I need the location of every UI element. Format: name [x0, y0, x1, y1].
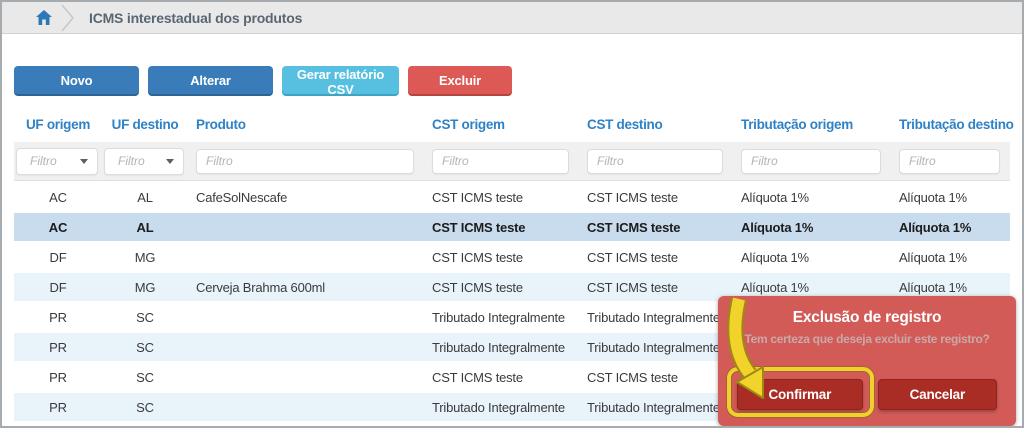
filter-input-2[interactable] — [196, 148, 414, 174]
page-title: ICMS interestadual dos produtos — [89, 9, 303, 26]
table-cell: SC — [136, 399, 154, 415]
table-cell: Tributado Integralmente — [432, 399, 565, 415]
delete-confirmation-dialog: Exclusão de registro Tem certeza que des… — [718, 296, 1016, 426]
dialog-buttons: Confirmar Cancelar — [737, 379, 997, 410]
table-cell: AC — [48, 219, 68, 235]
table-cell: CST ICMS teste — [432, 279, 523, 295]
table-cell: PR — [49, 399, 67, 415]
table-cell: CST ICMS teste — [432, 249, 523, 265]
table-cell: Alíquota 1% — [741, 279, 809, 295]
table-cell: CST ICMS teste — [587, 249, 678, 265]
table-cell: CafeSolNescafe — [196, 189, 288, 205]
caret-down-icon — [166, 158, 174, 164]
table-cell: PR — [49, 309, 67, 325]
filter-input-3[interactable] — [432, 148, 569, 174]
table-cell: SC — [136, 309, 154, 325]
table-cell: CST ICMS teste — [587, 369, 678, 385]
filter-cell: Filtro — [14, 147, 102, 175]
table-cell: Alíquota 1% — [899, 189, 967, 205]
column-header-5[interactable]: Tributação origem — [741, 116, 853, 132]
table-cell: SC — [136, 339, 154, 355]
dialog-title: Exclusão de registro — [792, 309, 942, 326]
filter-cell — [579, 148, 733, 174]
toolbar: Novo Alterar Gerar relatório CSV Excluir — [14, 66, 1022, 97]
gerar-relatorio-csv-button[interactable]: Gerar relatório CSV — [282, 66, 399, 97]
filter-cell: Filtro — [102, 147, 188, 175]
table-cell: CST ICMS teste — [432, 219, 526, 235]
table-cell: CST ICMS teste — [587, 219, 681, 235]
table-cell: CST ICMS teste — [432, 369, 523, 385]
column-header-3[interactable]: CST origem — [432, 116, 505, 132]
table-cell: Alíquota 1% — [741, 219, 814, 235]
filter-select-1[interactable]: Filtro — [104, 147, 184, 175]
breadcrumb: ICMS interestadual dos produtos — [2, 2, 1022, 34]
column-header-1[interactable]: UF destino — [111, 116, 179, 132]
alterar-button[interactable]: Alterar — [148, 66, 273, 94]
table-cell: Alíquota 1% — [899, 279, 967, 295]
table-row[interactable]: DF MG CST ICMS teste CST ICMS teste Alíquota… — [14, 241, 1010, 271]
dialog-message: Tem certeza que deseja excluir este regi… — [744, 332, 990, 346]
table-cell: PR — [49, 369, 67, 385]
filter-cell — [891, 148, 1010, 174]
filter-select-value: Filtro — [30, 154, 57, 168]
table-cell: Tributado Integralmente — [587, 399, 720, 415]
table-row[interactable]: AC AL CafeSolNescafe CST ICMS teste CST ICMS… — [14, 181, 1010, 211]
table-cell: Alíquota 1% — [899, 249, 967, 265]
table-cell: Tributado Integralmente — [432, 339, 565, 355]
column-header-0[interactable]: UF origem — [25, 116, 91, 132]
table-cell: CST ICMS teste — [587, 279, 678, 295]
table-cell: AL — [136, 219, 154, 235]
cancelar-button[interactable]: Cancelar — [877, 379, 997, 410]
table-body: AC AL CafeSolNescafe CST ICMS teste CST ICMS… — [14, 181, 1010, 421]
products-table: UF origem UF destino Produto CST origem CST … — [14, 106, 1014, 421]
chevron-right-icon — [61, 4, 75, 32]
column-header-4[interactable]: CST destino — [587, 116, 663, 132]
table-row[interactable]: PR SC Tributado Integralmente Tributado Int… — [14, 301, 1010, 331]
table-cell: Alíquota 1% — [899, 219, 972, 235]
table-cell: AC — [49, 189, 67, 205]
table-header-row: UF origem UF destino Produto CST origem CST … — [14, 106, 1014, 142]
filter-cell — [424, 148, 579, 174]
column-header-2[interactable]: Produto — [196, 116, 246, 132]
table-cell: CST ICMS teste — [587, 189, 678, 205]
confirmar-button[interactable]: Confirmar — [737, 379, 863, 410]
table-filter-row: Filtro Filtro — [14, 142, 1010, 181]
table-row[interactable]: AC AL CST ICMS teste CST ICMS teste Alíquota… — [14, 211, 1010, 241]
novo-button[interactable]: Novo — [14, 66, 139, 94]
filter-cell — [188, 148, 424, 174]
table-cell: Alíquota 1% — [741, 189, 809, 205]
table-cell: MG — [134, 249, 156, 265]
table-cell: Tributado Integralmente — [587, 339, 720, 355]
table-cell: SC — [136, 369, 154, 385]
table-cell: Alíquota 1% — [741, 249, 809, 265]
table-cell: Cerveja Brahma 600ml — [196, 279, 325, 295]
filter-select-0[interactable]: Filtro — [16, 147, 98, 175]
table-cell: PR — [49, 339, 67, 355]
excluir-button[interactable]: Excluir — [408, 66, 512, 94]
filter-cell — [733, 148, 891, 174]
home-icon[interactable] — [36, 10, 52, 25]
table-cell: Tributado Integralmente — [432, 309, 565, 325]
column-header-6[interactable]: Tributação destino — [899, 116, 1014, 132]
filter-input-5[interactable] — [741, 148, 881, 174]
table-cell: CST ICMS teste — [432, 189, 523, 205]
table-cell: Tributado Integralmente — [587, 309, 720, 325]
caret-down-icon — [80, 158, 88, 164]
table-cell: DF — [49, 279, 67, 295]
filter-input-4[interactable] — [587, 148, 723, 174]
table-cell: MG — [134, 279, 156, 295]
filter-input-6[interactable] — [899, 148, 1000, 174]
filter-select-value: Filtro — [118, 154, 145, 168]
table-cell: DF — [49, 249, 67, 265]
table-cell: AL — [137, 189, 153, 205]
table-row[interactable]: PR SC CST ICMS teste CST ICMS teste — [14, 361, 1010, 391]
